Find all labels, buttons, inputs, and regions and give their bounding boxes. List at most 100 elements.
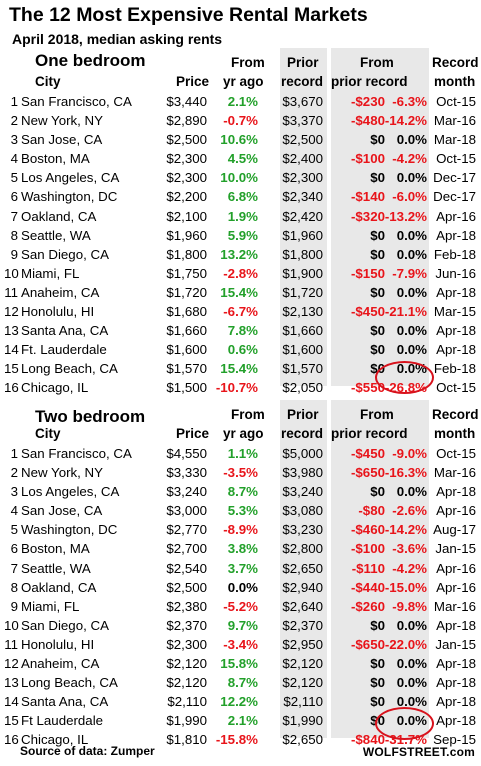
two-bedroom-rows: 1 San Francisco, CA $4,550 1.1% $5,000 -$450-… [0,445,481,751]
city-cell: Los Angeles, CA [21,170,120,186]
city-cell: Los Angeles, CA [21,484,120,500]
rank-cell: 8 [10,579,18,595]
rank-cell: 3 [10,132,18,148]
diff-from-record-cell: $0 [370,227,385,243]
table-row: 9 Miami, FL $2,380 -5.2% $2,640 -$260 -9.8% Mar… [0,598,481,617]
price-cell: $1,500 [166,380,207,396]
table-row: 10 Miami, FL $1,750 -2.8% $1,900 -$150 -7.9% Ju… [0,265,481,284]
prior-record-cell: $2,130 [282,304,323,320]
header-price: Price [176,74,210,89]
record-month-cell: Apr-18 [436,617,476,633]
yoy-change-cell: 4.5% [227,151,258,167]
table-row: 12 Anaheim, CA $2,120 15.8% $2,120 $0 0.0% Apr-… [0,655,481,674]
pct-from-record-cell: 0.0% [396,484,427,500]
prior-record-cell: $2,940 [282,579,323,595]
table-row: 13 Long Beach, CA $2,120 8.7% $2,120 $0 0.0% Ap… [0,674,481,693]
prior-record-cell: $1,660 [282,323,323,339]
table-row: 6 Washington, DC $2,200 6.8% $2,340 -$140 -6.0… [0,188,481,207]
yoy-change-cell: -10.7% [215,380,258,396]
rank-cell: 15 [4,361,19,377]
pct-from-record-cell: 0.0% [396,617,427,633]
pct-from-record-cell: 0.0% [396,132,427,148]
yoy-change-cell: 15.4% [220,361,258,377]
record-month-cell: Dec-17 [433,189,476,205]
prior-record-cell: $3,230 [282,522,323,538]
prior-record-cell: $1,990 [282,713,323,729]
header-from-prior-line1: From [360,55,394,70]
city-cell: San Diego, CA [21,617,109,633]
yoy-change-cell: 5.3% [227,503,258,519]
record-month-cell: Oct-15 [436,446,476,461]
diff-from-record-cell: -$230 [350,94,385,109]
record-month-cell: Aug-17 [433,522,476,538]
header-record-line1: Record [432,407,479,422]
prior-record-shading [280,48,327,386]
price-cell: $2,380 [166,598,207,614]
pct-from-record-cell: -9.8% [392,598,427,614]
diff-from-record-cell: -$840 [350,732,385,748]
record-month-cell: Apr-18 [436,284,476,300]
diff-from-record-cell: -$320 [350,208,385,224]
highlight-circle [375,361,434,394]
yoy-change-cell: -5.2% [223,598,258,614]
diff-from-record-cell: -$100 [350,541,385,557]
price-cell: $2,500 [166,132,207,148]
price-cell: $1,720 [166,284,207,300]
table-row: 8 Seattle, WA $1,960 5.9% $1,960 $0 0.0% Apr-18 [0,227,481,246]
record-month-cell: Oct-15 [436,151,476,167]
diff-from-record-cell: $0 [370,694,385,710]
city-cell: Honolulu, HI [21,636,95,652]
record-month-cell: Sep-15 [433,732,476,748]
price-cell: $3,440 [166,94,207,109]
pct-from-record-cell: -6.0% [392,189,427,205]
prior-record-cell: $1,720 [282,284,323,300]
diff-from-record-cell: -$650 [350,636,385,652]
city-cell: Oakland, CA [21,208,97,224]
yoy-change-cell: 2.1% [227,713,258,729]
rank-cell: 14 [4,342,19,358]
rank-cell: 2 [10,113,18,129]
prior-record-cell: $1,570 [282,361,323,377]
yoy-change-cell: 0.6% [227,342,258,358]
record-month-cell: Apr-16 [436,208,476,224]
prior-record-cell: $2,420 [282,208,323,224]
table-row: 9 San Diego, CA $1,800 13.2% $1,800 $0 0.0% Feb… [0,246,481,265]
city-cell: Anaheim, CA [21,284,100,300]
rank-cell: 7 [10,560,18,576]
record-month-cell: Jan-15 [435,541,476,557]
city-cell: Seattle, WA [21,560,91,576]
diff-from-record-cell: -$80 [358,503,385,519]
diff-from-record-cell: $0 [370,170,385,186]
diff-from-record-cell: $0 [370,675,385,691]
city-cell: San Francisco, CA [21,94,132,109]
yoy-change-cell: 6.8% [227,189,258,205]
record-month-cell: Jan-15 [435,636,476,652]
prior-record-cell: $2,370 [282,617,323,633]
diff-from-record-cell: $0 [370,132,385,148]
record-month-cell: Apr-18 [436,713,476,729]
city-cell: Washington, DC [21,522,118,538]
price-cell: $1,570 [166,361,207,377]
table-row: 12 Honolulu, HI $1,680 -6.7% $2,130 -$450 -21.… [0,303,481,322]
record-month-cell: Oct-15 [436,380,476,396]
price-cell: $1,810 [166,732,207,748]
price-cell: $2,300 [166,151,207,167]
rank-cell: 9 [10,598,18,614]
yoy-change-cell: 3.7% [227,560,258,576]
header-prior-line1: Prior [287,55,319,70]
city-cell: San Diego, CA [21,246,109,262]
table-row: 8 Oakland, CA $2,500 0.0% $2,940 -$440 -15.0% A… [0,579,481,598]
from-prior-record-shading [331,48,429,386]
prior-record-cell: $2,400 [282,151,323,167]
pct-from-record-cell: -16.3% [384,465,427,481]
price-cell: $1,800 [166,246,207,262]
prior-record-cell: $2,120 [282,656,323,672]
price-cell: $1,990 [166,713,207,729]
rank-cell: 7 [10,208,18,224]
prior-record-shading [280,400,327,738]
table-row: 13 Santa Ana, CA $1,660 7.8% $1,660 $0 0.0% Apr… [0,322,481,341]
pct-from-record-cell: -6.3% [392,94,427,109]
city-cell: Oakland, CA [21,579,97,595]
price-cell: $3,240 [166,484,207,500]
prior-record-cell: $3,240 [282,484,323,500]
